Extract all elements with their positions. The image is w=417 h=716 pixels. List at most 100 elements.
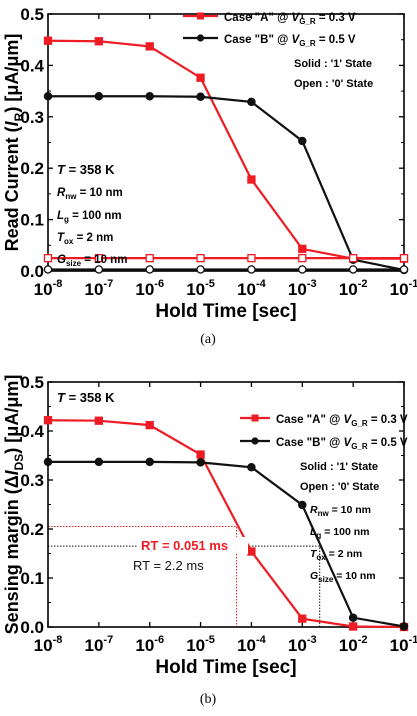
parameter-symbol: T: [310, 548, 318, 560]
parameter-subscript: nw: [318, 509, 330, 518]
y-axis-label-part: Read Current (: [2, 126, 22, 251]
x-tick-exponent: -6: [154, 634, 164, 646]
x-tick-label: 10-4: [237, 634, 267, 655]
x-tick-label: 10-5: [186, 278, 215, 299]
x-tick-label: 10-1: [390, 278, 417, 299]
legend-marker: [251, 437, 259, 445]
data-point: [298, 136, 307, 146]
x-tick-label: 10-3: [288, 278, 317, 299]
x-tick-base: 10: [339, 636, 358, 655]
x-tick-label: 10-4: [237, 278, 267, 299]
y-axis-label-part: ) [μA/μm]: [2, 34, 22, 113]
y-tick-label: 0.4: [20, 56, 44, 75]
device-parameter: Rnw = 10 nm: [310, 504, 371, 518]
legend-label-part: V: [344, 414, 353, 426]
legend-label-part: Case "B" @: [224, 34, 292, 46]
data-point: [43, 416, 53, 425]
data-point: [399, 622, 409, 631]
parameter-subscript: ox: [64, 237, 74, 246]
data-point: [298, 244, 307, 254]
legend-label-part: V: [292, 12, 301, 24]
y-tick-label: 0.0: [20, 618, 44, 637]
parameter-subscript: ox: [316, 553, 326, 562]
x-tick-label: 10-8: [34, 634, 63, 655]
y-tick-label: 0.5: [20, 373, 44, 392]
legend-label: Case "B" @ VG_R = 0.5 V: [276, 437, 408, 451]
y-axis-label-part: I: [2, 120, 22, 126]
y-axis-label: Read Current (IR) [μA/μm]: [2, 34, 26, 252]
parameter-value: = 2 nm: [73, 232, 113, 244]
x-axis-label: Hold Time [sec]: [155, 301, 296, 322]
series-line: [47, 39, 404, 260]
data-point: [145, 265, 154, 274]
data-point: [94, 457, 104, 467]
parameter-symbol: L: [57, 210, 64, 222]
state-note: Open : '0' State: [294, 78, 373, 90]
parameter-value: = 10 nm: [329, 504, 371, 516]
x-tick-label: 10-6: [135, 634, 164, 655]
chart-panel-a: 0.00.10.20.30.40.510-8 10-7 10-6 10-5 10-4 10…: [2, 5, 417, 322]
x-tick-label: 10-5: [186, 634, 215, 655]
parameter-value: = 100 nm: [69, 210, 122, 222]
data-point: [196, 458, 205, 467]
device-parameter: Tox = 2 nm: [57, 232, 113, 246]
annotation-label: RT = 0.051 ms: [141, 538, 228, 553]
data-point: [298, 614, 307, 623]
y-tick-label: 0.0: [20, 262, 44, 281]
data-point: [247, 463, 256, 472]
legend-marker: [197, 12, 204, 20]
device-parameter: Tox = 2 nm: [310, 548, 362, 562]
y-tick-label: 0.3: [20, 108, 44, 127]
parameter-value: = 10 nm: [76, 187, 122, 199]
x-tick-label: 10-6: [135, 278, 164, 299]
x-tick-label: 10-2: [339, 278, 368, 299]
series-line: [48, 95, 405, 272]
data-point: [94, 253, 104, 263]
data-point: [399, 253, 409, 263]
x-axis-label: Hold Time [sec]: [155, 657, 296, 678]
y-tick-label: 0.2: [20, 520, 44, 539]
legend-label-part: V: [292, 34, 301, 46]
legend-label-part: = 0.3 V: [368, 414, 408, 426]
y-tick-label: 0.3: [20, 471, 44, 490]
temperature-symbol: T: [57, 390, 66, 405]
data-point: [247, 547, 256, 556]
x-tick-label: 10-1: [390, 634, 417, 655]
x-tick-base: 10: [390, 280, 409, 299]
data-point: [348, 622, 358, 631]
chart-panel-b: 0.00.10.20.30.40.510-8 10-7 10-6 10-5 10-4 10…: [2, 373, 417, 678]
parameter-symbol: T: [57, 232, 65, 244]
x-tick-exponent: -8: [53, 634, 63, 646]
parameter-symbol: G: [57, 254, 66, 266]
annotation-label: RT = 2.2 ms: [133, 558, 204, 573]
temperature-label: T = 358 K: [57, 390, 115, 405]
data-point: [247, 97, 256, 107]
data-point: [43, 91, 53, 101]
data-point: [43, 457, 53, 467]
legend-label-part: Case "A" @: [276, 414, 344, 426]
legend-label: Case "A" @ VG_R = 0.3 V: [224, 12, 356, 26]
legend-marker: [196, 34, 205, 42]
annotation-label-bg: [138, 537, 248, 554]
legend-marker: [251, 414, 259, 422]
legend-label-part: = 0.5 V: [316, 34, 356, 46]
data-point: [247, 265, 256, 274]
x-tick-exponent: -4: [256, 278, 267, 290]
y-tick-label: 0.2: [20, 159, 44, 178]
x-tick-exponent: -5: [205, 634, 215, 646]
x-tick-label: 10-2: [339, 634, 368, 655]
y-axis-label-part: R: [12, 112, 26, 121]
data-point: [94, 416, 104, 425]
legend-label-part: G_R: [351, 419, 368, 428]
data-point: [196, 92, 205, 102]
x-tick-exponent: -3: [307, 278, 317, 290]
parameter-subscript: nw: [65, 192, 77, 201]
y-tick-label: 0.1: [20, 569, 44, 588]
y-tick-label: 0.4: [20, 422, 44, 441]
temperature-value: = 358 K: [65, 390, 115, 405]
data-point: [298, 253, 307, 263]
x-tick-exponent: -1: [409, 634, 417, 646]
legend-label-part: G_R: [299, 17, 316, 26]
y-axis-label-part: DS: [12, 454, 26, 471]
x-tick-base: 10: [339, 280, 358, 299]
